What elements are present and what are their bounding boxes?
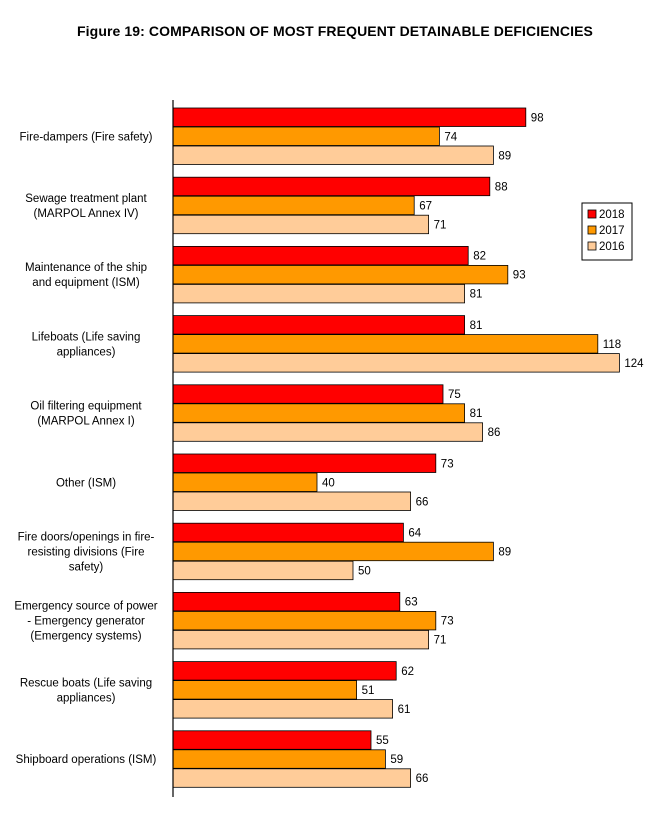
bar-2017 (172, 334, 599, 354)
legend-label-2017: 2017 (599, 225, 625, 237)
bar-2018 (172, 453, 437, 473)
value-label: 59 (390, 754, 403, 766)
value-label: 40 (322, 477, 335, 489)
category-label: Fire-dampers (Fire safety) (20, 131, 153, 143)
category-label: Emergency source of power - Emergency gen… (14, 601, 157, 643)
bar-2017 (172, 541, 494, 562)
bar-2016 (172, 353, 620, 373)
value-label: 81 (470, 289, 483, 301)
bar-2017 (172, 749, 386, 769)
bar-2016 (172, 145, 494, 165)
value-label: 98 (531, 112, 544, 124)
value-label: 61 (398, 704, 411, 716)
value-label: 66 (416, 496, 429, 508)
bar-2018 (172, 245, 469, 266)
value-label: 62 (401, 666, 414, 678)
value-label: 93 (513, 270, 526, 282)
value-label: 89 (498, 150, 511, 162)
bar-2016 (172, 283, 466, 304)
category-label: Sewage treatment plant (MARPOL Annex IV) (25, 193, 147, 220)
bar-2018 (172, 107, 527, 127)
value-label: 118 (603, 339, 621, 351)
value-label: 86 (488, 427, 501, 439)
bar-2018 (172, 315, 466, 335)
bar-2017 (172, 472, 318, 492)
category-label: Maintenance of the ship and equipment (IS… (25, 262, 147, 289)
chart-title: Figure 19: COMPARISON OF MOST FREQUENT D… (77, 23, 593, 39)
value-label: 75 (448, 389, 461, 401)
bar-2016 (172, 491, 412, 511)
value-label: 81 (470, 320, 483, 332)
bar-2016 (172, 214, 430, 235)
value-label: 67 (419, 200, 432, 212)
legend-swatch-2016 (587, 241, 597, 251)
value-label: 51 (362, 685, 375, 697)
category-label: Other (ISM) (56, 477, 116, 489)
value-label: 71 (434, 635, 447, 647)
bar-2018 (172, 176, 491, 197)
bar-2016 (172, 630, 430, 650)
value-label: 63 (405, 597, 418, 609)
value-label: 71 (434, 219, 447, 231)
bar-2016 (172, 768, 412, 788)
value-label: 73 (441, 616, 454, 628)
value-label: 50 (358, 565, 371, 577)
value-label: 66 (416, 773, 429, 785)
value-label: 88 (495, 181, 508, 193)
value-label: 82 (473, 251, 486, 263)
bar-2018 (172, 522, 404, 543)
value-label: 124 (624, 358, 644, 370)
value-label: 73 (441, 458, 454, 470)
bar-2018 (172, 384, 444, 404)
bar-2018 (172, 592, 401, 612)
legend-label-2018: 2018 (599, 209, 625, 221)
legend-swatch-2017 (587, 225, 597, 235)
category-label: Fire doors/openings in fire-resisting di… (18, 531, 155, 573)
bar-2017 (172, 264, 509, 285)
category-label: Rescue boats (Life saving appliances) (20, 677, 152, 704)
value-label: 64 (408, 527, 421, 539)
bar-2017 (172, 611, 437, 631)
bar-2016 (172, 560, 354, 581)
bar-2017 (172, 195, 415, 216)
value-label: 89 (498, 546, 511, 558)
category-label: Shipboard operations (ISM) (16, 754, 157, 766)
legend-swatch-2018 (587, 209, 597, 219)
bar-2017 (172, 126, 440, 146)
bar-2018 (172, 661, 397, 681)
value-label: 55 (376, 735, 389, 747)
legend-label-2016: 2016 (599, 241, 625, 253)
bar-2016 (172, 699, 394, 719)
category-label: Oil filtering equipment (MARPOL Annex I) (30, 401, 142, 428)
bar-2016 (172, 422, 484, 442)
bar-2017 (172, 680, 358, 700)
value-label: 81 (470, 408, 483, 420)
bar-2017 (172, 403, 466, 423)
value-label: 74 (444, 131, 457, 143)
bar-2018 (172, 730, 372, 750)
category-label: Lifeboats (Life saving appliances) (32, 331, 141, 358)
